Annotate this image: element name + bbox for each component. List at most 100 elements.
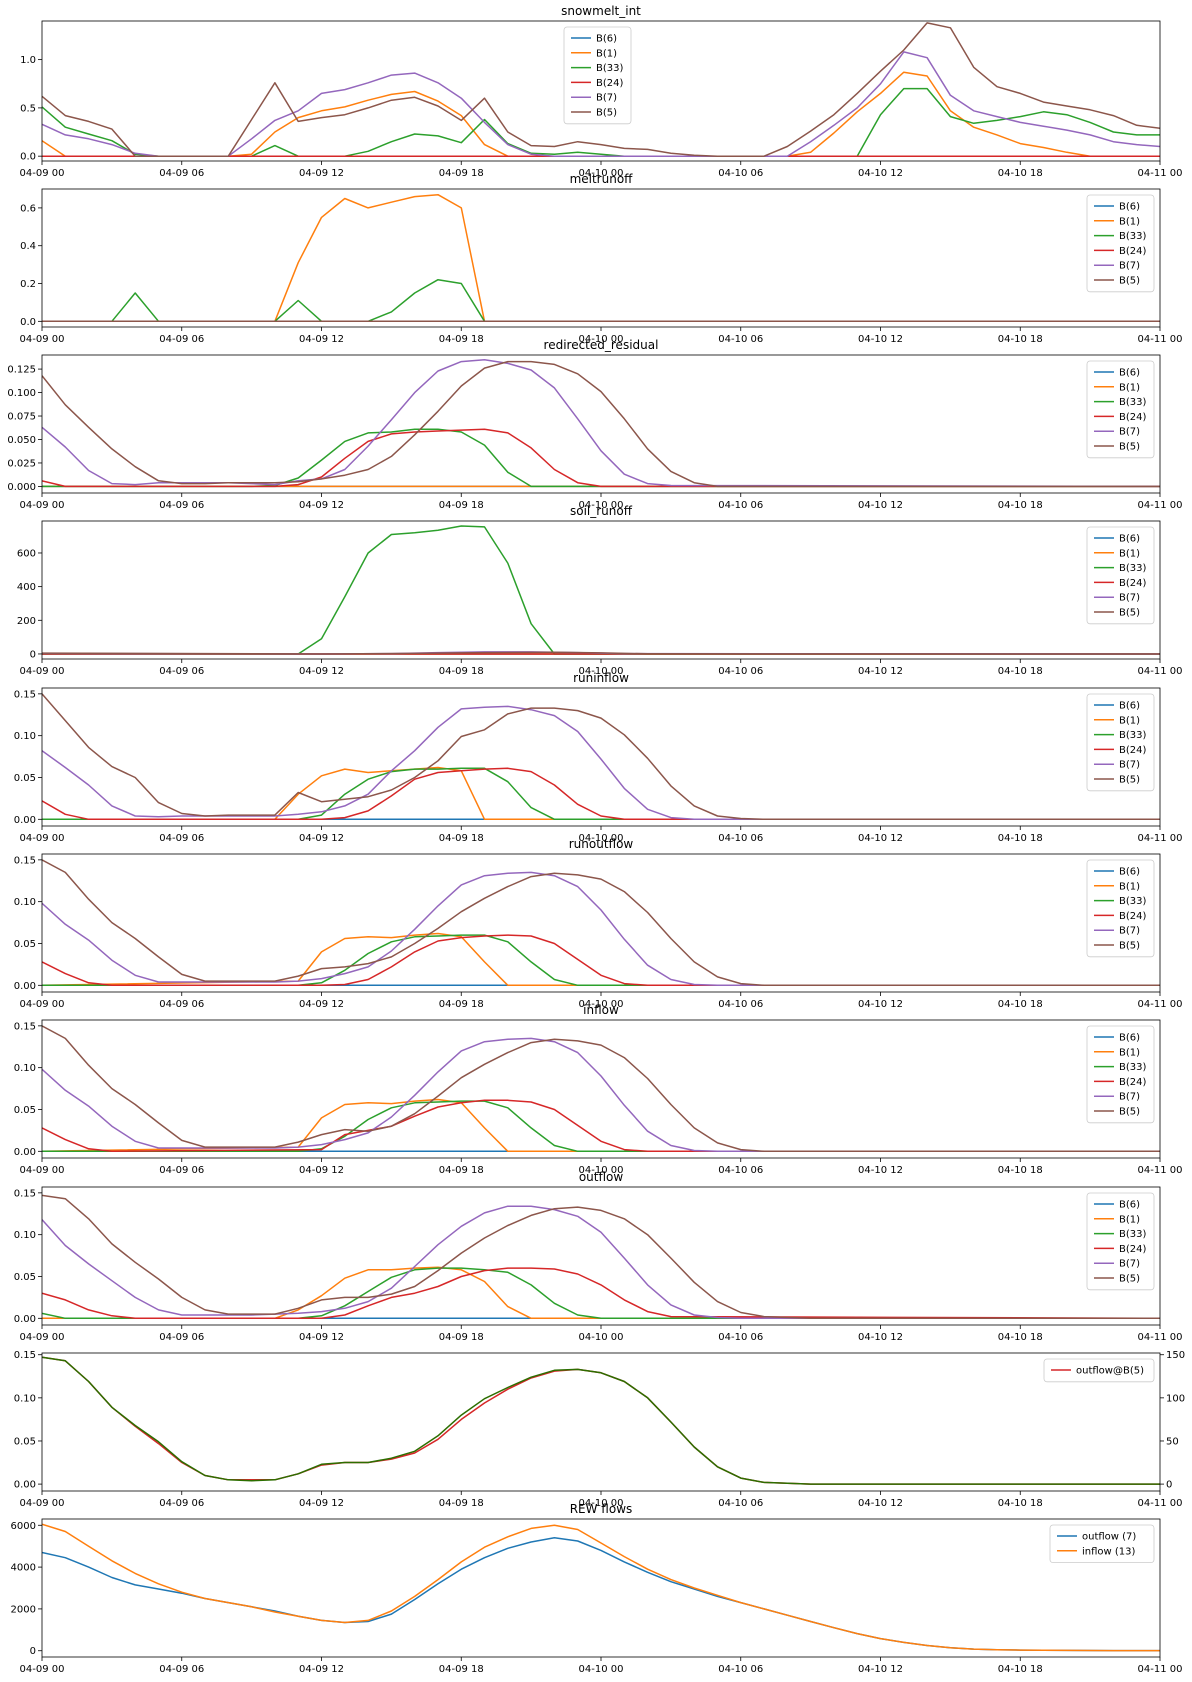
series-line-b-24: [42, 767, 1160, 821]
x-tick-label: 04-10 00: [579, 999, 624, 1010]
x-tick-label: 04-10 18: [998, 999, 1043, 1010]
x-tick-label: 04-09 00: [20, 1332, 65, 1343]
x-tick-label: 04-10 00: [579, 833, 624, 844]
x-tick-label: 04-09 06: [159, 666, 204, 677]
legend-entry: B(6): [1119, 1033, 1140, 1044]
chart-title: snowmelt_int: [561, 4, 641, 18]
x-tick-label: 04-11 00: [1138, 1498, 1183, 1509]
series-line-b-24: [42, 1099, 1160, 1153]
axes-frame: [41, 1352, 1161, 1492]
x-tick-label: 04-09 00: [20, 999, 65, 1010]
series-line-b-1: [42, 193, 1160, 323]
series-line-b-33: [42, 278, 1160, 323]
legend-box: [563, 26, 632, 125]
y-tick-label: 0.15: [14, 855, 36, 866]
axes-frame: [41, 188, 1161, 328]
legend-entry: B(33): [1119, 563, 1146, 574]
chart-title: redirected_residual: [544, 338, 659, 352]
x-tick-label: 04-09 00: [20, 168, 65, 179]
series-line-b-7: [42, 358, 1160, 488]
x-tick-label: 04-10 12: [858, 1165, 903, 1176]
series-line-b-1: [42, 766, 1160, 821]
legend-entry: B(24): [1119, 246, 1146, 257]
x-tick-label: 04-10 12: [858, 334, 903, 345]
axes-frame: [41, 1518, 1161, 1658]
series-line-outflow-b-5: [42, 1356, 1160, 1485]
x-tick-label: 04-09 18: [439, 1332, 484, 1343]
series-line-b-7: [42, 1037, 1160, 1153]
legend-entry: B(7): [1119, 427, 1140, 438]
legend-box: [1049, 1524, 1155, 1563]
y-tick-label: 0.05: [14, 1272, 36, 1283]
chart-title: inflow: [583, 1003, 619, 1017]
axes-frame: [41, 520, 1161, 660]
legend: B(6) B(1) B(33) B(24) B(7) B(5): [1086, 194, 1155, 293]
chart-panel-10: REW flows 0 2000 4000 6000 04-09 00 04-09 06 04…: [11, 1502, 1183, 1675]
y-tick-label: 0.05: [14, 773, 36, 784]
legend-entry: B(24): [596, 78, 623, 89]
x-tick-label: 04-09 18: [439, 999, 484, 1010]
x-tick-label: 04-11 00: [1138, 1332, 1183, 1343]
x-tick-label: 04-09 12: [299, 1664, 344, 1675]
x-tick-label: 04-11 00: [1138, 1664, 1183, 1675]
x-tick-label: 04-09 06: [159, 999, 204, 1010]
x-tick-label: 04-10 12: [858, 1332, 903, 1343]
y-tick-label: 0.05: [14, 1436, 36, 1447]
chart-panel-4: soil_runoff 0 200 400 600 04-09 00 04-09 06 04-…: [17, 504, 1183, 677]
y-tick-label: 0.10: [14, 1230, 36, 1241]
x-tick-label: 04-10 12: [858, 999, 903, 1010]
chart-title: runinflow: [573, 671, 629, 685]
series-line-b-33: [42, 428, 1160, 488]
x-tick-label: 04-10 00: [579, 1332, 624, 1343]
x-tick-label: 04-10 12: [858, 500, 903, 511]
series-line-b-7: [42, 871, 1160, 987]
x-tick-label: 04-11 00: [1138, 666, 1183, 677]
y-tick-label: 0.15: [14, 1350, 36, 1361]
x-tick-label: 04-10 12: [858, 833, 903, 844]
legend-entry: B(33): [596, 63, 623, 74]
series-line-b-33: [42, 934, 1160, 987]
y-tick-label: 0.10: [14, 1393, 36, 1404]
y-tick-label: 0.0: [20, 152, 36, 163]
chart-panel-8: outflow 0.00 0.05 0.10 0.15 04-09 00 04-09 06 0…: [14, 1170, 1183, 1343]
legend-entry: B(33): [1119, 1229, 1146, 1240]
x-tick-label: 04-09 12: [299, 500, 344, 511]
x-tick-label: 04-09 12: [299, 833, 344, 844]
x-tick-label: 04-10 12: [858, 666, 903, 677]
legend-entry: B(5): [1119, 276, 1140, 287]
x-tick-label: 04-10 06: [718, 999, 763, 1010]
legend-entry: B(7): [596, 93, 617, 104]
y-tick-label: 2000: [11, 1604, 36, 1615]
legend-entry: B(7): [1119, 261, 1140, 272]
chart-panel-9: 0.00 0.05 0.10 0.15 0 50 100 150 04-09 00 04-09 0…: [14, 1350, 1185, 1509]
x-tick-label: 04-10 18: [998, 334, 1043, 345]
legend-entry: B(6): [1119, 1200, 1140, 1211]
legend-entry: B(1): [596, 48, 617, 59]
series-line-b-24: [42, 934, 1160, 987]
series-line-b-24: [42, 428, 1160, 488]
x-tick-label: 04-09 18: [439, 500, 484, 511]
x-tick-label: 04-10 18: [998, 666, 1043, 677]
x-tick-label: 04-09 06: [159, 833, 204, 844]
series-line-b-33: [42, 525, 1160, 655]
chart-panel-5: runinflow 0.00 0.05 0.10 0.15 04-09 00 04-09 0…: [14, 671, 1183, 844]
legend-box: [1086, 526, 1155, 625]
x-tick-label: 04-10 00: [579, 666, 624, 677]
y-tick-label: 0: [30, 1646, 36, 1657]
x-tick-label: 04-10 00: [579, 168, 624, 179]
series-line-b-24: [42, 1267, 1160, 1320]
x-tick-label: 04-10 06: [718, 833, 763, 844]
x-tick-label: 04-09 06: [159, 168, 204, 179]
legend: B(6) B(1) B(33) B(24) B(7) B(5): [1086, 859, 1155, 958]
legend-entry: B(6): [1119, 867, 1140, 878]
y-tick-label: 0.025: [7, 458, 36, 469]
y2-tick-label: 100: [1166, 1393, 1185, 1404]
chart-panel-3: redirected_residual 0.000 0.025 0.050 0.075 0…: [7, 338, 1182, 511]
legend-entry: B(33): [1119, 231, 1146, 242]
x-tick-label: 04-10 06: [718, 1165, 763, 1176]
legend-entry: B(1): [1119, 881, 1140, 892]
x-tick-label: 04-11 00: [1138, 1165, 1183, 1176]
legend-entry: B(6): [1119, 534, 1140, 545]
x-tick-label: 04-09 18: [439, 1664, 484, 1675]
